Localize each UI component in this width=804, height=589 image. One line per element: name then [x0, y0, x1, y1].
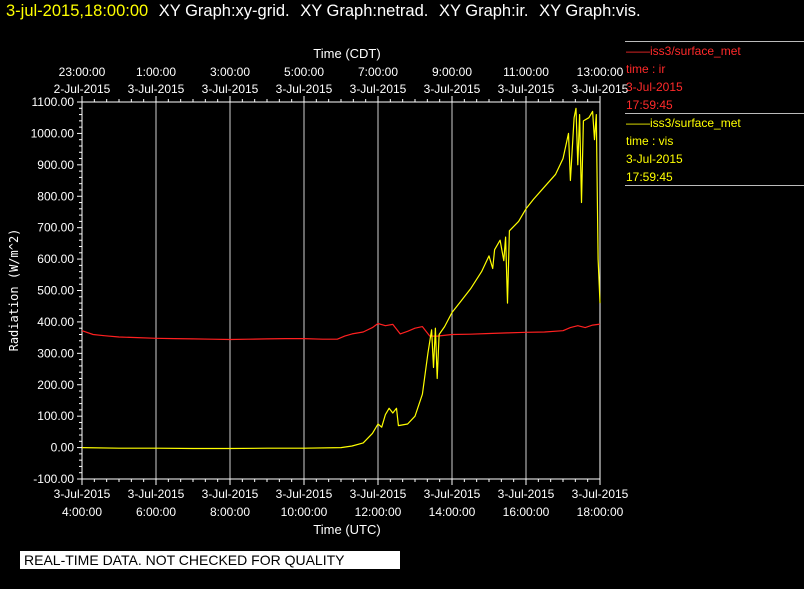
x2-tick-label-date: 3-Jul-2015: [424, 82, 481, 96]
x-tick-label-date: 3-Jul-2015: [424, 487, 481, 501]
y-tick-label: 1100.00: [32, 95, 75, 109]
x2-tick-label-date: 3-Jul-2015: [276, 82, 333, 96]
grid: [155, 102, 527, 479]
y-tick-label: 400.00: [37, 315, 74, 329]
x2-tick-label-time: 3:00:00: [210, 65, 250, 79]
x2-tick-label-date: 3-Jul-2015: [128, 82, 185, 96]
legend-ir-field: time : ir: [626, 62, 666, 76]
x-tick-label-date: 3-Jul-2015: [572, 487, 629, 501]
x2-tick-label-time: 13:00:00: [577, 65, 624, 79]
y-tick-label: 100.00: [37, 409, 74, 423]
x2-tick-label-time: 5:00:00: [284, 65, 324, 79]
graph-name-vis[interactable]: XY Graph:vis.: [539, 2, 641, 20]
x-tick-label-date: 3-Jul-2015: [202, 487, 259, 501]
y-tick-label: 0.00: [51, 441, 75, 455]
x-tick-label-time: 4:00:00: [62, 505, 102, 519]
x-tick-label-date: 3-Jul-2015: [498, 487, 555, 501]
x-tick-label-time: 10:00:00: [281, 505, 328, 519]
x-tick-label-time: 14:00:00: [429, 505, 476, 519]
legend-vis[interactable]: ——iss3/surface_met time : vis 3-Jul-2015…: [626, 114, 741, 186]
legend-ir[interactable]: ——iss3/surface_met time : ir 3-Jul-2015 …: [626, 42, 741, 114]
legend-ir-date: 3-Jul-2015: [626, 80, 683, 94]
legend-vis-title: ——iss3/surface_met: [626, 116, 741, 130]
x-tick-label-date: 3-Jul-2015: [276, 487, 333, 501]
series-group: [81, 107, 601, 450]
legend-divider-top: [625, 41, 804, 42]
quality-warning: REAL-TIME DATA. NOT CHECKED FOR QUALITY: [20, 551, 400, 569]
legend-vis-time: 17:59:45: [626, 170, 673, 184]
x2-tick-label-time: 23:00:00: [59, 65, 106, 79]
series-vis-line: [81, 107, 601, 450]
x-tick-label-time: 12:00:00: [355, 505, 402, 519]
y-tick-label: 1000.00: [31, 126, 75, 140]
y-axis-label: Radiation (W/m^2): [7, 229, 21, 352]
x-tick-label-time: 6:00:00: [136, 505, 176, 519]
top-axis-label: Time (CDT): [313, 46, 380, 61]
y-tick-label: 800.00: [37, 189, 74, 203]
x2-tick-label-date: 3-Jul-2015: [202, 82, 259, 96]
x-tick-label-time: 18:00:00: [577, 505, 624, 519]
x-tick-label-date: 3-Jul-2015: [350, 487, 407, 501]
series-ir-line: [81, 322, 601, 341]
x-axis-label: Time (UTC): [313, 522, 380, 537]
x2-tick-label-time: 7:00:00: [358, 65, 398, 79]
x2-tick-label-time: 9:00:00: [432, 65, 472, 79]
graph-name-netrad[interactable]: XY Graph:netrad.: [300, 2, 429, 20]
legend-ir-time: 17:59:45: [626, 98, 673, 112]
graph-header: 3-jul-2015,18:00:00 XY Graph:xy-grid. XY…: [6, 2, 641, 21]
y-tick-label: 500.00: [37, 284, 74, 298]
graph-name-ir[interactable]: XY Graph:ir.: [438, 2, 529, 20]
graph-name-xy-grid[interactable]: XY Graph:xy-grid.: [158, 2, 290, 20]
x2-tick-label-date: 3-Jul-2015: [350, 82, 407, 96]
x-tick-label-date: 3-Jul-2015: [128, 487, 185, 501]
timestamp: 3-jul-2015,18:00:00: [6, 2, 149, 20]
x-tick-label-time: 16:00:00: [503, 505, 550, 519]
legend-ir-title: ——iss3/surface_met: [626, 44, 741, 58]
y-tick-label: 900.00: [37, 158, 74, 172]
legend-divider-mid: [625, 113, 804, 114]
y-tick-label: 300.00: [37, 346, 74, 360]
axes: -100.00 0.00 100.00 200.00 300.00 400.00 500.0…: [31, 65, 629, 519]
legend-vis-date: 3-Jul-2015: [626, 152, 683, 166]
legend-divider-bottom: [625, 185, 804, 186]
x-tick-label-date: 3-Jul-2015: [54, 487, 111, 501]
x2-tick-label-time: 1:00:00: [136, 65, 176, 79]
y-tick-label: 600.00: [37, 252, 74, 266]
x-tick-label-time: 8:00:00: [210, 505, 250, 519]
legend-vis-field: time : vis: [626, 134, 674, 148]
y-tick-label: -100.00: [33, 472, 74, 486]
x2-tick-label-time: 11:00:00: [503, 65, 549, 79]
x2-tick-label-date: 3-Jul-2015: [572, 82, 629, 96]
x2-tick-label-date: 2-Jul-2015: [54, 82, 111, 96]
y-tick-label: 200.00: [37, 378, 74, 392]
y-tick-label: 700.00: [37, 221, 74, 235]
x2-tick-label-date: 3-Jul-2015: [498, 82, 555, 96]
